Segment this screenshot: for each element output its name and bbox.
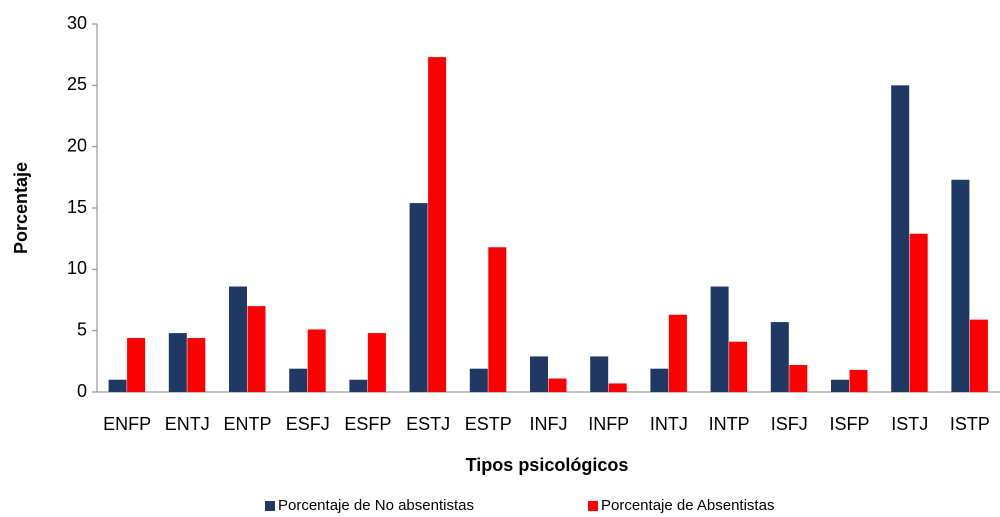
bar [108, 379, 127, 392]
x-axis-title: Tipos psicológicos [466, 455, 629, 475]
bar [729, 341, 748, 392]
legend-label: Porcentaje de No absentistas [278, 497, 474, 514]
bar [608, 383, 627, 392]
bar [247, 306, 266, 392]
bar [289, 368, 308, 392]
bar [168, 333, 187, 392]
bar [367, 333, 386, 392]
x-tick-label: ESTJ [406, 414, 450, 434]
y-tick-label: 20 [67, 135, 87, 155]
y-tick-label: 5 [77, 319, 87, 339]
bar [909, 233, 928, 392]
legend-swatch [265, 501, 275, 511]
y-tick-label: 10 [67, 258, 87, 278]
x-tick-label: INTP [709, 414, 750, 434]
x-tick-label: ISFP [829, 414, 869, 434]
bar [428, 57, 447, 393]
bar [469, 368, 488, 392]
bar [307, 329, 326, 392]
bar [187, 338, 206, 392]
legend-label: Porcentaje de Absentistas [601, 497, 774, 514]
x-tick-label: ISTJ [891, 414, 928, 434]
x-tick-label: ENTP [223, 414, 271, 434]
x-tick-label: ENFP [103, 414, 151, 434]
bar [488, 247, 507, 392]
bar [789, 365, 808, 392]
bar [127, 338, 146, 392]
bar [229, 286, 247, 392]
bar [849, 369, 868, 392]
legend-swatch [588, 501, 598, 511]
x-tick-label: ESFP [344, 414, 391, 434]
x-tick-label: ISFJ [771, 414, 808, 434]
x-tick-label: INFP [588, 414, 629, 434]
y-tick-label: 25 [67, 74, 87, 94]
bar [409, 203, 428, 392]
bar [770, 322, 789, 392]
x-tick-label: ESFJ [286, 414, 330, 434]
x-tick-label: ESTP [465, 414, 512, 434]
bar [668, 314, 687, 392]
bar [590, 356, 609, 392]
bar [951, 179, 970, 392]
bar [891, 85, 910, 392]
bar [530, 356, 548, 392]
bar [710, 286, 729, 392]
x-tick-label: ISTP [950, 414, 990, 434]
x-tick-label: INFJ [530, 414, 568, 434]
bar [548, 378, 567, 392]
bar [969, 319, 988, 392]
bar [650, 368, 669, 392]
bar [831, 379, 849, 392]
y-tick-label: 30 [67, 13, 87, 33]
bar [349, 379, 368, 392]
x-tick-label: INTJ [650, 414, 688, 434]
y-axis-title: Porcentaje [11, 162, 31, 254]
x-tick-label: ENTJ [165, 414, 210, 434]
y-tick-label: 15 [67, 197, 87, 217]
y-tick-label: 0 [77, 381, 87, 401]
